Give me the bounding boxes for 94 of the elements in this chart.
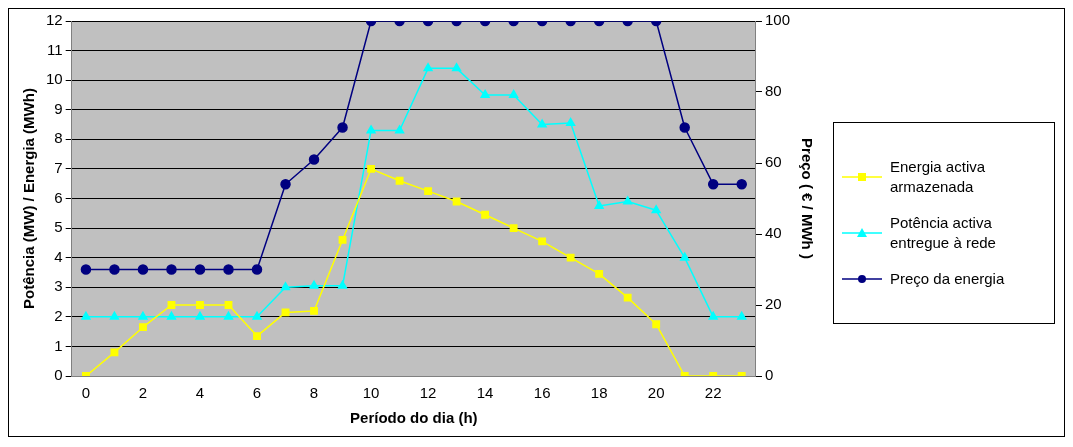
x-tick-label: 6: [252, 384, 262, 402]
point: [196, 301, 204, 309]
x-tick-label: 12: [419, 384, 437, 402]
point: [252, 311, 262, 320]
x-tick-label: 16: [533, 384, 551, 402]
x-tick-label: 0: [81, 384, 91, 402]
point: [394, 125, 405, 134]
point: [537, 119, 547, 128]
point: [480, 89, 490, 98]
point: [137, 264, 149, 275]
y2-tick-label: 100: [764, 11, 790, 29]
point: [139, 323, 147, 332]
point: [707, 179, 719, 190]
point: [110, 348, 119, 357]
point: [452, 197, 461, 206]
legend-label: Potência activa entregue à rede: [890, 212, 997, 253]
point: [166, 311, 177, 320]
x-axis-title: Período do dia (h): [350, 409, 478, 427]
point: [308, 154, 320, 165]
x-tick-label: 2: [138, 384, 148, 402]
y-tick-label: 2: [54, 306, 63, 324]
y2-tick-label: 80: [764, 82, 782, 100]
point: [367, 164, 375, 173]
point: [109, 311, 120, 320]
point: [566, 253, 575, 262]
point: [395, 176, 404, 185]
legend-label: Energia activa armazenada: [890, 156, 987, 197]
point: [708, 311, 718, 320]
x-tick-label: 22: [704, 384, 722, 402]
point: [595, 270, 604, 278]
point: [538, 237, 547, 246]
point: [737, 311, 747, 320]
point: [109, 264, 120, 275]
legend-label: Preço da energia: [890, 268, 1005, 289]
point: [280, 282, 291, 291]
point: [167, 301, 176, 309]
y-tick-label: 6: [54, 188, 63, 206]
y-tick-label: 10: [46, 70, 63, 88]
point: [309, 280, 319, 289]
y-axis-title: Potência (MW) / Energia (MWh): [20, 88, 38, 309]
y-tick-label: 3: [54, 277, 63, 295]
point: [138, 311, 148, 320]
point: [253, 332, 261, 340]
point: [195, 311, 205, 320]
point: [594, 200, 604, 209]
point: [679, 122, 690, 133]
point: [481, 210, 490, 219]
y2-tick-label: 20: [764, 295, 782, 313]
x-tick-label: 18: [590, 384, 608, 402]
point: [451, 63, 462, 72]
y2-tick-label: 60: [764, 153, 782, 171]
point: [224, 301, 233, 309]
y-tick-label: 0: [54, 366, 63, 384]
point: [337, 122, 348, 133]
y-tick-label: 7: [54, 159, 63, 177]
point: [680, 252, 690, 261]
point: [651, 205, 661, 214]
x-tick-label: 4: [195, 384, 205, 402]
y-tick-label: 11: [47, 40, 63, 58]
point: [423, 63, 433, 72]
point: [280, 179, 291, 190]
point: [337, 280, 348, 289]
point: [623, 196, 633, 205]
point: [508, 89, 519, 98]
point: [310, 306, 318, 315]
y-tick-label: 5: [54, 218, 63, 236]
point: [509, 224, 518, 233]
point: [623, 293, 632, 302]
point: [81, 311, 91, 320]
point: [366, 125, 376, 134]
point: [281, 308, 290, 317]
point: [652, 320, 661, 329]
y-tick-label: 1: [54, 336, 63, 354]
y2-tick-label: 0: [764, 366, 774, 384]
x-tick-label: 8: [309, 384, 319, 402]
point: [338, 235, 347, 244]
point: [166, 264, 177, 275]
point: [251, 264, 263, 275]
point: [223, 311, 234, 320]
y2-axis-title: Preço ( € / MWh ): [798, 138, 816, 259]
point: [424, 187, 433, 196]
point: [566, 117, 576, 127]
y-tick-label: 4: [54, 247, 63, 265]
point: [736, 179, 747, 190]
x-tick-label: 10: [362, 384, 380, 402]
point: [80, 264, 92, 275]
x-tick-label: 14: [476, 384, 494, 402]
point: [194, 264, 206, 275]
point: [223, 264, 234, 275]
y-tick-label: 12: [46, 11, 63, 29]
y-tick-label: 8: [54, 129, 63, 147]
y-tick-label: 9: [54, 99, 63, 117]
y2-tick-label: 40: [764, 224, 782, 242]
x-tick-label: 20: [647, 384, 665, 402]
